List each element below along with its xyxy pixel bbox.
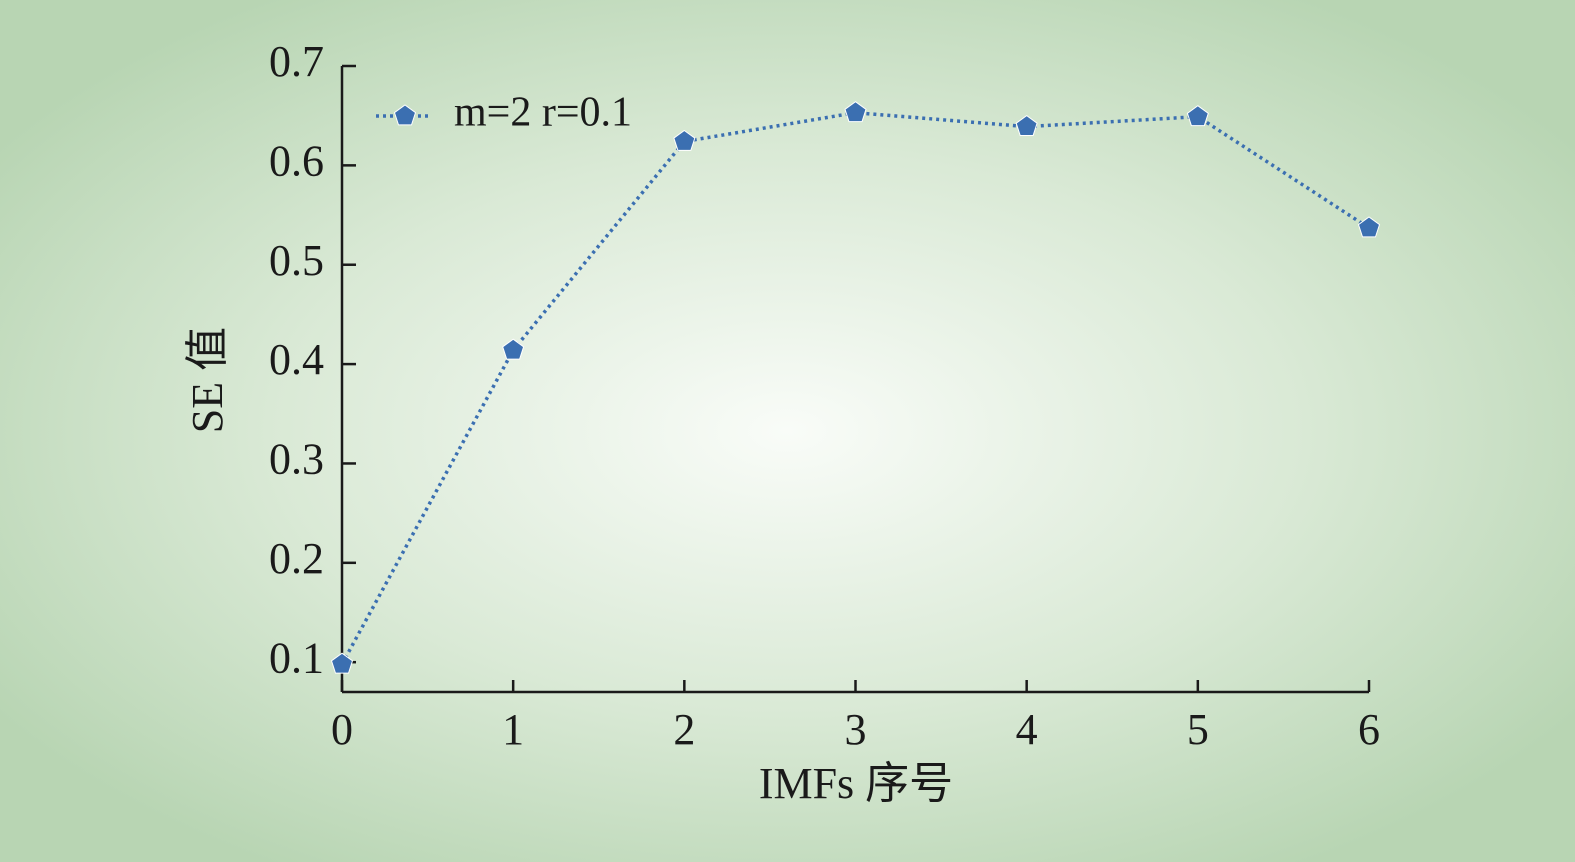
x-axis-title: IMFs 序号: [759, 759, 953, 808]
data-point: [1015, 114, 1038, 136]
y-tick-label: 0.5: [269, 236, 324, 285]
data-point: [1186, 105, 1209, 127]
x-tick-label: 0: [331, 705, 353, 754]
x-tick-label: 2: [673, 705, 695, 754]
x-tick-label: 5: [1187, 705, 1209, 754]
y-tick-label: 0.7: [269, 37, 324, 86]
x-tick-label: 1: [502, 705, 524, 754]
data-point: [502, 338, 525, 360]
x-tick-label: 6: [1358, 705, 1380, 754]
y-tick-label: 0.4: [269, 335, 324, 384]
legend-label: m=2 r=0.1: [454, 90, 632, 136]
data-point: [330, 652, 354, 674]
y-tick-label: 0.1: [269, 633, 324, 682]
legend-marker: [393, 104, 417, 126]
y-tick-label: 0.6: [269, 136, 324, 185]
x-tick-label: 3: [845, 705, 867, 754]
y-tick-label: 0.3: [269, 435, 324, 484]
data-point: [673, 129, 696, 151]
y-tick-label: 0.2: [269, 534, 324, 583]
y-axis-title: SE 值: [183, 327, 232, 433]
data-point: [1357, 216, 1381, 238]
data-point: [844, 101, 867, 123]
x-tick-label: 4: [1016, 705, 1038, 754]
